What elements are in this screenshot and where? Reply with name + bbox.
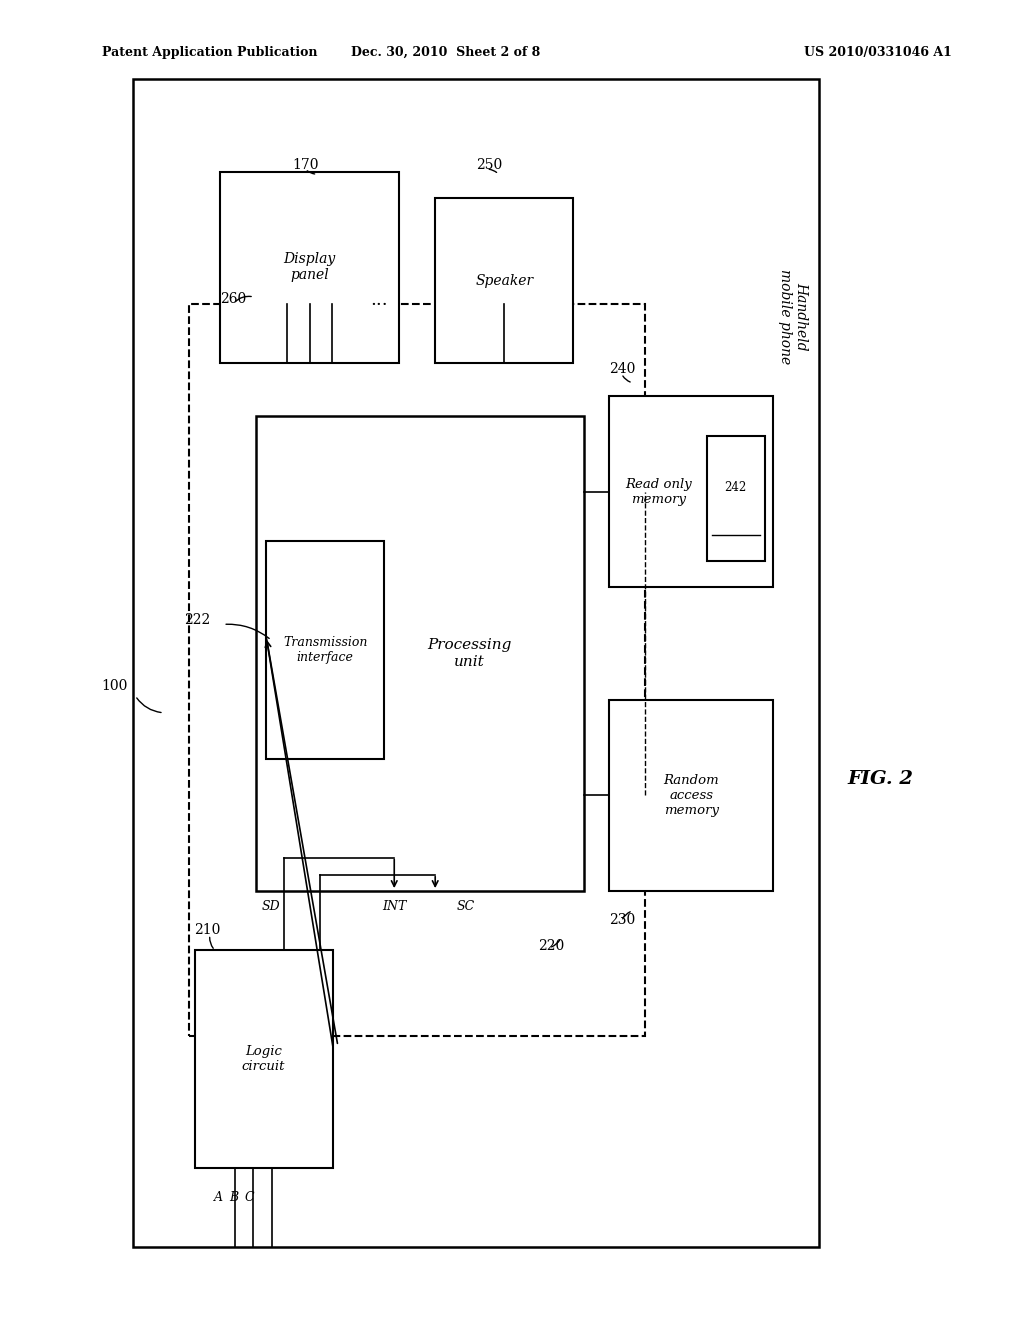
- Bar: [133, 79, 819, 1247]
- Text: US 2010/0331046 A1: US 2010/0331046 A1: [805, 46, 952, 59]
- Text: Display
panel: Display panel: [284, 252, 336, 282]
- Text: Handheld
mobile phone: Handheld mobile phone: [778, 269, 809, 364]
- Text: Logic
circuit: Logic circuit: [242, 1045, 286, 1073]
- Text: 100: 100: [101, 678, 128, 693]
- Text: C: C: [244, 1191, 254, 1204]
- Text: SD: SD: [262, 900, 281, 913]
- Bar: [609, 700, 773, 891]
- Bar: [189, 304, 645, 1036]
- Text: Read only
memory: Read only memory: [625, 478, 692, 506]
- Text: 230: 230: [609, 912, 636, 927]
- Bar: [256, 416, 584, 891]
- Text: Transmission
interface: Transmission interface: [283, 636, 368, 664]
- Text: 250: 250: [476, 157, 503, 172]
- Text: ...: ...: [370, 290, 388, 309]
- Bar: [609, 396, 773, 587]
- Text: SC: SC: [457, 900, 475, 913]
- Text: Random
access
memory: Random access memory: [664, 774, 719, 817]
- Text: 242: 242: [725, 482, 746, 494]
- Text: Processing
unit: Processing unit: [427, 639, 511, 668]
- Text: 170: 170: [292, 157, 318, 172]
- Text: INT: INT: [382, 900, 407, 913]
- Text: Speaker: Speaker: [475, 273, 534, 288]
- Bar: [266, 541, 384, 759]
- Bar: [195, 950, 333, 1168]
- Text: B: B: [229, 1191, 238, 1204]
- Text: 222: 222: [183, 612, 210, 627]
- Bar: [435, 198, 573, 363]
- Text: 240: 240: [609, 362, 636, 376]
- Text: 210: 210: [195, 923, 221, 937]
- Text: FIG. 2: FIG. 2: [848, 770, 913, 788]
- Bar: [707, 436, 765, 561]
- Text: A: A: [214, 1191, 222, 1204]
- Text: Patent Application Publication: Patent Application Publication: [102, 46, 317, 59]
- Bar: [220, 172, 399, 363]
- Text: 220: 220: [538, 939, 564, 953]
- Text: 260: 260: [220, 292, 247, 306]
- Text: Dec. 30, 2010  Sheet 2 of 8: Dec. 30, 2010 Sheet 2 of 8: [351, 46, 540, 59]
